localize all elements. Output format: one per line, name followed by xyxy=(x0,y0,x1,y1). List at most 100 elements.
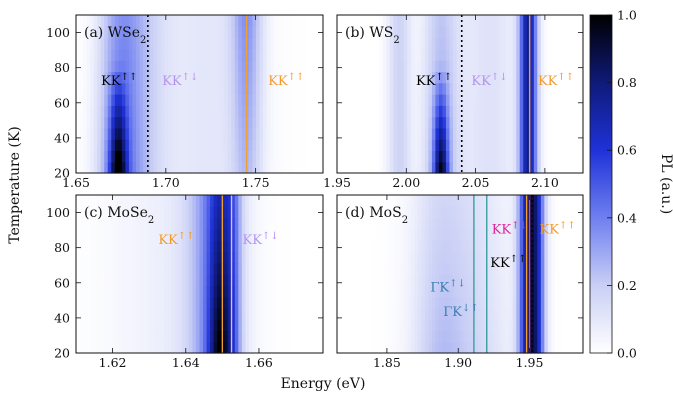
heatmap-cell xyxy=(463,217,468,230)
heatmap-cell xyxy=(537,330,542,343)
heatmap-cell xyxy=(540,26,545,39)
heatmap-cell xyxy=(410,341,415,354)
heatmap-cell xyxy=(93,319,98,332)
heatmap-cell xyxy=(530,71,535,84)
heatmap-cell xyxy=(104,251,109,264)
heatmap-cell xyxy=(509,48,514,61)
heatmap-cell xyxy=(410,319,415,332)
heatmap-cell xyxy=(509,150,514,163)
heatmap-cell xyxy=(435,251,440,264)
heatmap-cell xyxy=(241,341,246,354)
heatmap-cell xyxy=(568,94,574,106)
heatmap-cell xyxy=(495,60,500,73)
heatmap-cell xyxy=(125,15,130,27)
heatmap-cell xyxy=(386,161,391,174)
heatmap-cell xyxy=(220,127,225,140)
heatmap-cell xyxy=(203,285,208,298)
heatmap-cell xyxy=(248,150,254,163)
heatmap-cell xyxy=(400,274,405,286)
heatmap-cell xyxy=(319,139,324,152)
heatmap-cell xyxy=(382,307,387,320)
heatmap-cell xyxy=(354,274,359,286)
heatmap-cell xyxy=(498,296,503,309)
heatmap-cell xyxy=(315,251,321,264)
heatmap-cell xyxy=(442,274,447,286)
heatmap-cell xyxy=(263,251,268,264)
heatmap-cell xyxy=(484,161,489,174)
heatmap-cell xyxy=(195,240,201,253)
heatmap-cell xyxy=(445,195,451,207)
heatmap-cell xyxy=(248,285,254,298)
heatmap-cell xyxy=(498,139,503,152)
heatmap-cell xyxy=(484,127,489,140)
heatmap-cell xyxy=(351,37,356,50)
heatmap-cell xyxy=(337,116,342,129)
heatmap-cell xyxy=(203,37,208,50)
heatmap-cell xyxy=(368,127,373,140)
heatmap-cell xyxy=(111,206,116,219)
heatmap-cell xyxy=(135,60,141,73)
heatmap-cell xyxy=(312,330,317,343)
heatmap-cell xyxy=(379,60,384,73)
heatmap-cell xyxy=(86,296,91,309)
heatmap-cell xyxy=(403,206,408,219)
heatmap-cell xyxy=(305,15,310,27)
heatmap-cell xyxy=(386,116,391,129)
heatmap-cell xyxy=(561,296,567,309)
heatmap-cell xyxy=(298,161,303,174)
heatmap-cell xyxy=(128,48,134,61)
heatmap-cell xyxy=(344,15,349,27)
heatmap-cell xyxy=(340,116,345,129)
heatmap-cell xyxy=(575,48,581,61)
heatmap-cell xyxy=(125,26,130,39)
heatmap-cell xyxy=(315,116,321,129)
heatmap-cell xyxy=(185,341,190,354)
heatmap-cell xyxy=(312,60,317,73)
heatmap-cell xyxy=(477,240,482,253)
heatmap-cell xyxy=(174,105,179,118)
heatmap-cell xyxy=(178,161,183,174)
heatmap-cell xyxy=(181,307,186,320)
heatmap-cell xyxy=(294,139,299,152)
heatmap-cell xyxy=(572,105,577,118)
heatmap-cell xyxy=(135,71,141,84)
heatmap-cell xyxy=(188,341,194,354)
heatmap-cell xyxy=(199,71,204,84)
heatmap-cell xyxy=(558,217,563,230)
heatmap-cell xyxy=(579,48,584,61)
heatmap-cell xyxy=(438,71,444,84)
heatmap-cell xyxy=(280,296,285,309)
heatmap-cell xyxy=(424,48,429,61)
heatmap-cell xyxy=(372,26,377,39)
heatmap-cell xyxy=(565,217,570,230)
heatmap-cell xyxy=(540,217,545,230)
heatmap-cell xyxy=(382,341,387,354)
heatmap-cell xyxy=(217,150,222,163)
heatmap-cell xyxy=(153,307,158,320)
heatmap-cell xyxy=(150,240,155,253)
heatmap-cell xyxy=(217,319,222,332)
heatmap-cell xyxy=(164,251,169,264)
heatmap-cell xyxy=(481,82,486,95)
heatmap-cell xyxy=(104,15,109,27)
heatmap-cell xyxy=(280,240,285,253)
heatmap-cell xyxy=(452,116,458,129)
heatmap-cell xyxy=(393,105,398,118)
heatmap-cell xyxy=(498,319,503,332)
heatmap-cell xyxy=(400,94,405,106)
heatmap-cell xyxy=(245,48,250,61)
heatmap-cell xyxy=(255,274,261,286)
heatmap-cell xyxy=(460,217,465,230)
heatmap-cell xyxy=(79,319,84,332)
heatmap-cell xyxy=(565,127,570,140)
heatmap-cell xyxy=(347,48,352,61)
heatmap-cell xyxy=(410,262,415,275)
heatmap-cell xyxy=(171,127,176,140)
exciton-annotation: KK↑↑ xyxy=(416,72,452,90)
heatmap-cell xyxy=(354,228,359,241)
heatmap-cell xyxy=(118,48,123,61)
heatmap-cell xyxy=(516,26,521,39)
heatmap-cell xyxy=(431,319,436,332)
heatmap-cell xyxy=(424,94,429,106)
heatmap-cell xyxy=(431,139,436,152)
